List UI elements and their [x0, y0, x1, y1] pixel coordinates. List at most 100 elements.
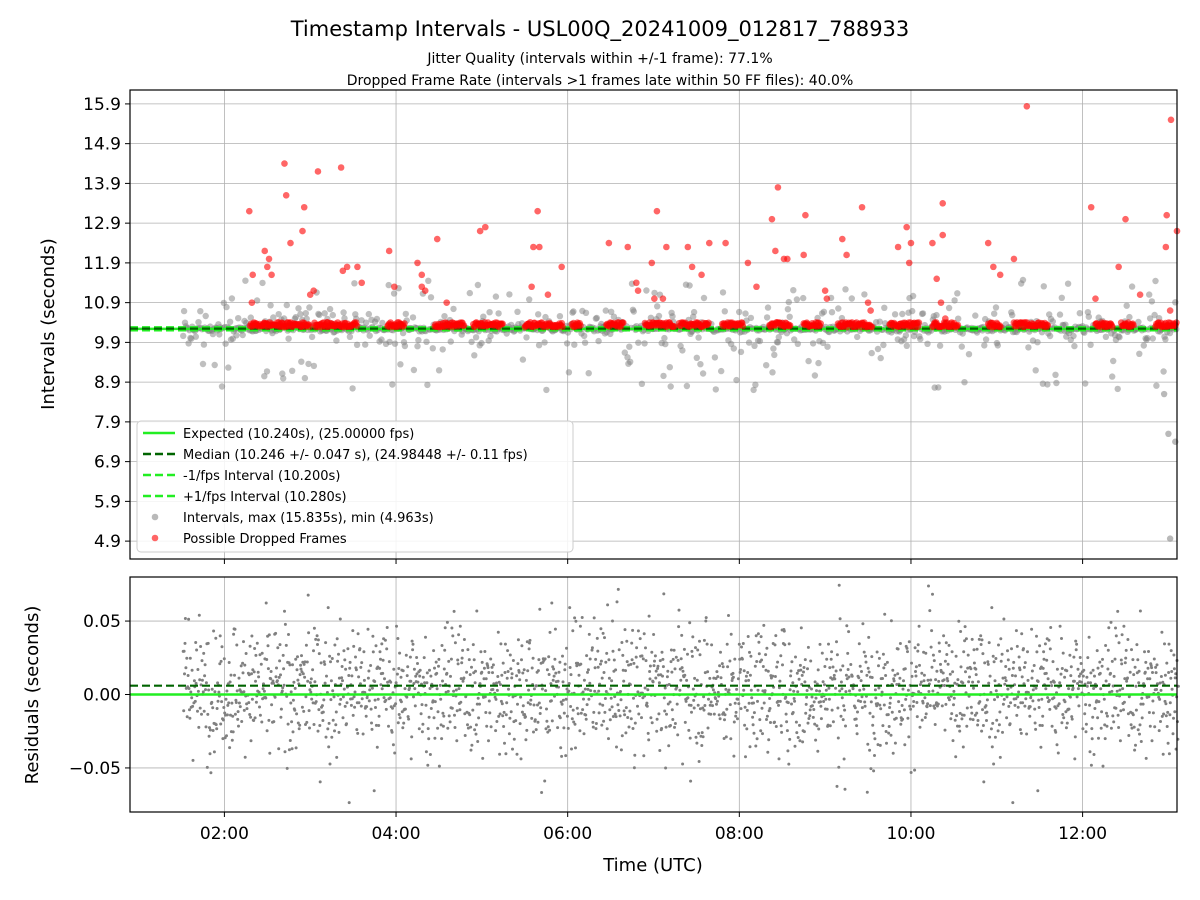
residual-point: [1030, 669, 1034, 673]
residual-point: [539, 706, 543, 710]
residual-point: [622, 679, 626, 683]
residual-point: [1075, 695, 1079, 699]
residual-point: [574, 619, 578, 623]
residual-point: [182, 649, 186, 653]
residual-point: [923, 716, 927, 719]
residual-point: [857, 642, 861, 646]
residual-point: [1061, 651, 1065, 655]
residual-point: [206, 641, 210, 645]
residual-point: [509, 710, 513, 714]
residual-point: [1111, 684, 1115, 688]
residual-point: [818, 689, 822, 693]
residual-point: [1002, 617, 1006, 621]
residual-point: [194, 681, 198, 685]
residual-point: [754, 744, 758, 748]
residual-point: [352, 644, 356, 648]
residual-point: [792, 697, 796, 700]
residual-point: [689, 703, 693, 707]
residual-point: [1001, 676, 1005, 680]
residual-point: [377, 714, 381, 718]
residual-point: [553, 627, 557, 631]
interval-point: [450, 305, 457, 313]
dropped-frame-point: [929, 239, 936, 247]
residual-point: [368, 688, 372, 692]
residual-point: [317, 652, 321, 656]
interval-point: [362, 341, 369, 348]
residual-point: [926, 702, 930, 706]
interval-point: [1032, 367, 1039, 374]
residual-point: [575, 664, 579, 668]
residual-point: [250, 672, 253, 676]
residual-point: [245, 707, 249, 711]
residual-point: [727, 688, 731, 692]
residual-point: [412, 695, 415, 699]
dropped-frame-point: [433, 235, 441, 243]
residual-point: [327, 745, 331, 749]
residual-point: [702, 708, 706, 712]
residual-point: [321, 710, 325, 714]
interval-point: [602, 307, 609, 314]
dropped-frame-point: [933, 275, 941, 283]
residual-point: [878, 703, 882, 707]
interval-point: [924, 340, 931, 347]
residual-point: [242, 690, 246, 694]
residual-point: [881, 652, 885, 656]
interval-point: [1071, 342, 1078, 350]
residual-point: [475, 702, 479, 706]
residual-point: [448, 720, 452, 724]
residual-point: [628, 709, 632, 713]
residual-point: [1173, 676, 1177, 680]
residual-point: [235, 689, 239, 693]
residual-point: [476, 740, 480, 743]
residual-point: [748, 650, 751, 654]
residual-point: [697, 731, 701, 735]
interval-point: [742, 310, 749, 317]
residual-point: [1001, 730, 1004, 734]
residual-point: [632, 661, 636, 665]
residual-point: [356, 731, 360, 735]
residual-point: [550, 719, 554, 723]
residual-point: [214, 636, 218, 640]
residual-point: [1022, 682, 1026, 686]
residual-point: [1109, 620, 1113, 624]
interval-point: [651, 289, 658, 297]
residual-point: [721, 665, 725, 669]
residual-point: [577, 673, 581, 677]
residual-point: [729, 737, 733, 741]
residual-point: [747, 678, 751, 682]
residual-point: [610, 705, 614, 709]
residual-point: [1117, 641, 1121, 645]
residual-point: [399, 675, 403, 679]
residual-point: [188, 656, 192, 660]
residual-point: [1044, 687, 1048, 691]
residual-point: [306, 593, 310, 597]
residual-point: [237, 676, 241, 680]
residual-point: [698, 639, 701, 643]
residual-point: [308, 726, 311, 730]
residual-point: [489, 725, 493, 729]
residual-point: [1170, 687, 1174, 691]
residual-point: [295, 712, 299, 716]
residual-point: [1019, 731, 1023, 735]
residual-point: [636, 704, 639, 708]
dropped-frame-point: [577, 322, 584, 329]
residual-point: [352, 695, 356, 699]
residual-point: [187, 687, 191, 690]
interval-point: [733, 376, 740, 384]
legend-box: [136, 420, 574, 553]
dropped-frame-point: [984, 239, 992, 247]
residual-point: [408, 686, 411, 690]
residual-point: [1091, 715, 1095, 719]
residual-point: [1046, 677, 1050, 681]
residual-point: [673, 722, 677, 725]
residual-point: [1158, 681, 1162, 685]
residual-point: [429, 707, 433, 710]
residual-point: [644, 646, 647, 650]
residual-point: [844, 724, 847, 728]
residual-point: [363, 691, 367, 694]
interval-point: [786, 313, 793, 320]
residual-point: [1046, 696, 1050, 700]
residual-point: [789, 674, 793, 678]
dropped-frame-point: [823, 295, 831, 302]
